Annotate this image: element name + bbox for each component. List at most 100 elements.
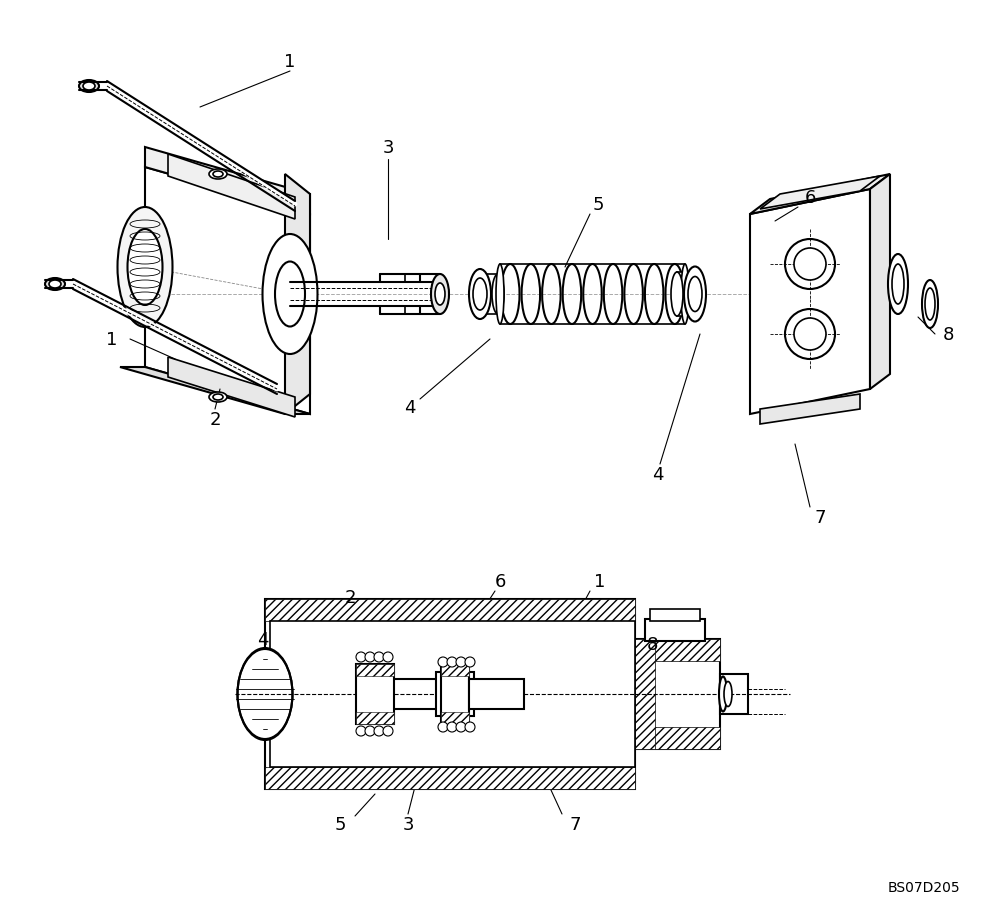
Circle shape	[383, 652, 393, 662]
Ellipse shape	[79, 81, 99, 93]
Ellipse shape	[275, 262, 305, 327]
Ellipse shape	[213, 394, 223, 401]
Bar	[356, 664, 394, 724]
Circle shape	[374, 652, 384, 662]
Bar	[441, 664, 469, 724]
Ellipse shape	[785, 310, 835, 360]
Text: 2: 2	[344, 589, 356, 607]
Ellipse shape	[785, 240, 835, 290]
Polygon shape	[285, 175, 310, 415]
Circle shape	[447, 722, 457, 732]
Ellipse shape	[83, 83, 95, 91]
Polygon shape	[750, 189, 870, 415]
Text: BS07D205: BS07D205	[887, 880, 960, 894]
Circle shape	[465, 657, 475, 667]
Text: 4: 4	[652, 466, 664, 484]
Text: 5: 5	[592, 196, 604, 214]
Bar	[635, 727, 720, 749]
Bar	[650, 609, 700, 621]
Ellipse shape	[45, 279, 65, 291]
Ellipse shape	[888, 255, 908, 314]
Bar	[441, 664, 469, 676]
Polygon shape	[145, 168, 310, 415]
Circle shape	[465, 722, 475, 732]
Ellipse shape	[118, 208, 173, 328]
Ellipse shape	[671, 272, 683, 317]
Ellipse shape	[684, 267, 706, 322]
Ellipse shape	[794, 319, 826, 351]
Text: 1: 1	[106, 331, 118, 349]
Circle shape	[456, 657, 466, 667]
Bar	[469, 680, 524, 710]
Ellipse shape	[49, 281, 61, 289]
Circle shape	[356, 726, 366, 736]
Circle shape	[383, 726, 393, 736]
Bar	[436, 672, 474, 716]
Ellipse shape	[213, 172, 223, 178]
Text: 7: 7	[569, 815, 581, 833]
Ellipse shape	[492, 275, 504, 314]
Text: 6: 6	[494, 572, 506, 590]
Text: 8: 8	[646, 635, 658, 653]
Text: 8: 8	[942, 325, 954, 343]
Circle shape	[356, 652, 366, 662]
Polygon shape	[168, 155, 295, 220]
Bar	[635, 640, 655, 749]
Polygon shape	[168, 358, 295, 417]
Text: 7: 7	[814, 508, 826, 527]
Polygon shape	[870, 175, 890, 390]
Ellipse shape	[238, 650, 293, 739]
Circle shape	[438, 722, 448, 732]
Polygon shape	[750, 175, 890, 215]
Ellipse shape	[496, 265, 504, 324]
Ellipse shape	[209, 393, 227, 403]
Bar	[480, 275, 498, 314]
Ellipse shape	[469, 270, 491, 320]
Ellipse shape	[263, 235, 318, 354]
Circle shape	[456, 722, 466, 732]
Circle shape	[438, 657, 448, 667]
Polygon shape	[760, 394, 860, 425]
Text: 1: 1	[594, 572, 606, 590]
Bar	[720, 674, 748, 714]
Ellipse shape	[209, 169, 227, 179]
Text: 4: 4	[257, 630, 269, 649]
Text: 3: 3	[382, 138, 394, 157]
Bar	[265, 599, 635, 621]
Ellipse shape	[473, 279, 487, 311]
Bar	[356, 712, 394, 724]
Bar	[265, 767, 635, 789]
Ellipse shape	[892, 265, 904, 304]
Bar	[356, 664, 394, 676]
Bar	[645, 619, 705, 641]
Ellipse shape	[435, 283, 445, 306]
Bar	[635, 640, 720, 661]
Bar	[265, 599, 635, 789]
Circle shape	[374, 726, 384, 736]
Ellipse shape	[681, 265, 689, 324]
Ellipse shape	[925, 289, 935, 321]
Text: 3: 3	[402, 815, 414, 833]
Bar	[441, 712, 469, 724]
Ellipse shape	[724, 681, 732, 707]
Circle shape	[365, 726, 375, 736]
Ellipse shape	[794, 249, 826, 281]
Text: 6: 6	[804, 189, 816, 207]
Text: 4: 4	[404, 399, 416, 416]
Text: 5: 5	[334, 815, 346, 833]
Ellipse shape	[922, 281, 938, 329]
Text: 1: 1	[284, 53, 296, 71]
Ellipse shape	[128, 230, 163, 306]
Circle shape	[365, 652, 375, 662]
Bar	[677, 272, 695, 317]
Bar	[270, 621, 635, 767]
Circle shape	[447, 657, 457, 667]
Polygon shape	[145, 148, 310, 215]
Polygon shape	[120, 368, 310, 415]
Ellipse shape	[719, 677, 727, 711]
Ellipse shape	[688, 277, 702, 312]
Ellipse shape	[431, 275, 449, 314]
Bar	[635, 640, 720, 749]
Text: 2: 2	[209, 411, 221, 428]
Polygon shape	[760, 177, 880, 210]
